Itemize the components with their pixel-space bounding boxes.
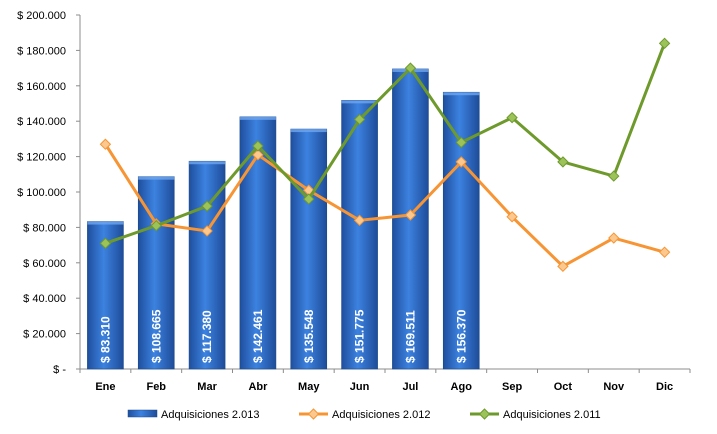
y-tick-label: $ 140.000 [17, 116, 66, 128]
y-tick-label: $ 160.000 [17, 81, 66, 93]
x-tick-label: Nov [603, 381, 625, 393]
legend-swatch-bar [127, 409, 158, 418]
y-tick-label: $ 200.000 [17, 10, 66, 22]
bar [137, 176, 175, 370]
y-tick-label: $ - [53, 364, 66, 376]
legend-label: Adquisiciones 2.011 [503, 409, 601, 421]
x-tick-label: Feb [146, 381, 166, 393]
bar [341, 100, 378, 370]
bar-data-label: $ 135.548 [302, 309, 316, 363]
x-tick-label: Dic [656, 381, 673, 393]
bar-data-label: $ 83.310 [98, 316, 112, 363]
bar-top-highlight [290, 129, 327, 133]
bar-top-highlight [87, 221, 124, 225]
x-tick-label: Oct [554, 381, 573, 393]
series-marker [557, 260, 569, 273]
x-tick-label: May [298, 381, 320, 393]
x-tick-label: Ene [95, 381, 115, 393]
bar [290, 128, 328, 370]
bar-data-label: $ 169.511 [403, 310, 417, 363]
bar-top-highlight [239, 116, 276, 120]
series-marker [658, 37, 671, 50]
x-tick-label: Ago [451, 381, 473, 393]
bar-data-label: $ 142.461 [251, 309, 265, 363]
series-marker [353, 214, 366, 227]
series-marker [608, 170, 620, 182]
y-tick-label: $ 100.000 [17, 187, 66, 199]
series-marker [455, 156, 467, 168]
bar-top-highlight [341, 100, 378, 104]
series-marker [150, 219, 162, 232]
series-marker [252, 149, 264, 161]
series-marker [506, 211, 518, 223]
series-marker [404, 209, 417, 221]
series-marker [99, 138, 112, 150]
y-tick-label: $ 80.000 [23, 222, 66, 234]
series-marker [557, 156, 569, 168]
series-marker [303, 193, 315, 205]
bar [188, 160, 226, 370]
legend-label: Adquisiciones 2.012 [332, 409, 430, 421]
x-tick-label: Mar [197, 381, 217, 393]
series-marker [506, 111, 518, 124]
bar-top-highlight [443, 92, 480, 96]
legend-swatch-marker [307, 408, 320, 420]
axes [76, 14, 691, 373]
series-marker [201, 200, 213, 212]
line-series [99, 37, 671, 273]
series-marker [658, 246, 671, 258]
bar-data-label: $ 117.380 [200, 310, 214, 363]
legend-swatch-marker [478, 408, 491, 420]
legend-label: Adquisiciones 2.013 [161, 409, 259, 421]
bar [442, 91, 480, 370]
y-tick-label: $ 40.000 [23, 293, 66, 305]
y-tick-label: $ 120.000 [17, 152, 66, 164]
bar-data-label: $ 156.370 [454, 309, 468, 363]
series-marker [252, 140, 264, 152]
y-tick-label: $ 60.000 [23, 258, 66, 270]
series-line [104, 42, 666, 245]
series-marker [404, 62, 417, 74]
legend: Adquisiciones 2.013 Adquisiciones 2.012 Ad… [127, 408, 601, 421]
x-tick-label: Sep [502, 381, 522, 393]
bar-top-highlight [138, 176, 175, 180]
bar-data-label: $ 151.775 [353, 309, 367, 363]
x-tick-label: Jul [402, 381, 418, 393]
series-line [104, 143, 665, 268]
y-tick-label: $ 20.000 [23, 329, 66, 341]
series-marker [353, 113, 366, 126]
series-marker [608, 232, 620, 244]
series-marker [455, 136, 467, 149]
tick-labels: $ - $ 20.000 $ 40.000 $ 60.000 $ 80.000 $ 100… [17, 10, 673, 393]
x-tick-label: Jun [350, 381, 370, 393]
series-marker [99, 237, 112, 250]
x-tick-label: Abr [248, 381, 268, 393]
series-marker [201, 225, 213, 237]
bar-top-highlight [189, 161, 226, 165]
y-tick-label: $ 180.000 [17, 45, 66, 57]
bar-data-label: $ 108.665 [149, 309, 163, 363]
bar-series: $ 83.310 $ 108.665 $ 117.380 $ 142.461 $ 135… [87, 68, 480, 370]
